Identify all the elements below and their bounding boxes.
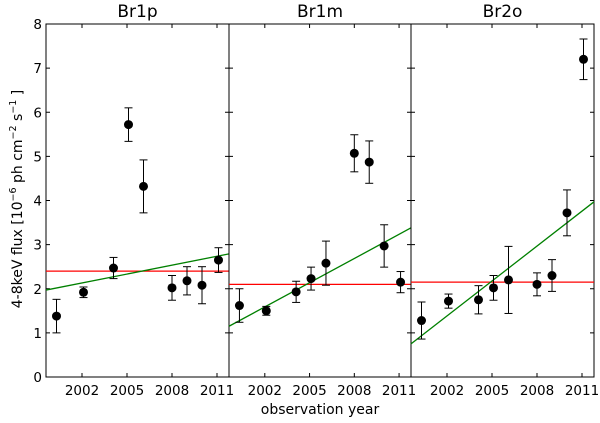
panel-title: Br1m <box>297 2 343 22</box>
panel-br1p: Br1p 0 1 2 3 4 5 6 7 8 2002 2005 2008 2011 <box>33 2 234 399</box>
data-point <box>396 277 406 287</box>
y-axis-label-prefix: 4-8keV flux [10 <box>10 201 26 308</box>
y-axis-label: 4-8keV flux [10−6 ph cm−2 s−1 ] <box>8 90 26 309</box>
panels: Br1p 0 1 2 3 4 5 6 7 8 2002 2005 2008 2011 Br1m 2002 200… <box>33 2 599 399</box>
y-tick-label: 0 <box>33 370 42 386</box>
x-tick-label: 2002 <box>248 383 282 399</box>
data-point <box>261 306 271 316</box>
panel-br1m: Br1m 2002 2005 2008 2011 <box>228 2 416 399</box>
data-point <box>349 148 359 158</box>
data-point <box>214 255 223 265</box>
x-axis-label: observation year <box>261 402 380 418</box>
data-point <box>234 301 244 311</box>
y-axis-label-exp3: −1 <box>8 100 19 114</box>
data-point <box>182 276 192 286</box>
y-tick-label: 7 <box>33 61 42 77</box>
x-tick-label: 2011 <box>382 383 416 399</box>
x-tick-label: 2008 <box>337 383 371 399</box>
data-point <box>321 258 331 268</box>
data-point <box>444 296 453 306</box>
x-tick-label: 2005 <box>475 383 509 399</box>
x-tick-label: 2002 <box>430 383 464 399</box>
data-point <box>379 241 389 251</box>
x-tick-label: 2008 <box>520 383 554 399</box>
fit-line <box>410 201 595 345</box>
data-point <box>109 263 118 273</box>
y-axis-label-mid2: s <box>10 114 26 126</box>
x-tick-label: 2008 <box>155 383 189 399</box>
x-tick-label: 2005 <box>110 383 144 399</box>
data-point <box>547 271 557 281</box>
x-tick-label: 2005 <box>292 383 326 399</box>
data-point <box>139 181 148 191</box>
y-axis-label-exp1: −6 <box>8 187 19 201</box>
fit-line <box>45 253 230 291</box>
y-tick-label: 3 <box>33 238 42 254</box>
panel-title: Br1p <box>117 2 157 22</box>
data-point <box>52 311 61 321</box>
data-point <box>489 283 498 293</box>
y-tick-label: 4 <box>33 194 42 210</box>
y-axis-label-exp2: −2 <box>8 125 19 139</box>
y-axis-label-mid: ph cm <box>10 139 26 187</box>
panel-frame <box>228 23 412 378</box>
x-tick-label: 2011 <box>200 383 234 399</box>
panel-title: Br2o <box>483 2 523 22</box>
data-point <box>364 157 374 167</box>
data-point <box>197 280 207 290</box>
data-point <box>124 120 133 130</box>
data-point <box>504 275 513 285</box>
y-axis-label-suffix: ] <box>10 90 26 100</box>
y-tick-label: 5 <box>33 149 42 165</box>
y-tick-label: 1 <box>33 326 42 342</box>
y-tick-label: 8 <box>33 17 42 33</box>
x-tick-label: 2002 <box>65 383 99 399</box>
data-point <box>474 295 483 305</box>
data-point <box>79 287 88 297</box>
data-point <box>562 208 572 218</box>
panel-br2o: Br2o 2002 2005 2008 2011 <box>410 2 599 399</box>
y-tick-label: 6 <box>33 105 42 121</box>
data-point <box>291 287 301 297</box>
data-point <box>417 316 426 326</box>
x-tick-label: 2011 <box>565 383 599 399</box>
y-tick-label: 2 <box>33 282 42 298</box>
data-point <box>306 274 316 284</box>
panel-frame <box>45 23 230 378</box>
data-point <box>532 279 542 289</box>
data-point <box>579 54 588 64</box>
data-point <box>167 283 177 293</box>
